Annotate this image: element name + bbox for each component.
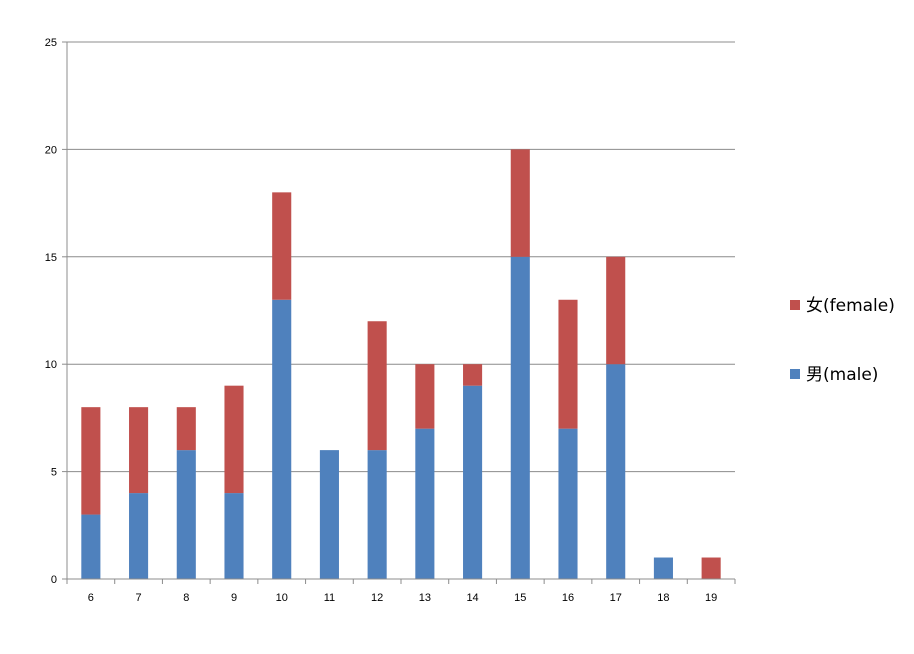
bar-13-female [415,364,435,429]
axes [62,41,736,584]
x-tick-label: 11 [324,592,335,604]
legend-swatch-female [790,300,800,310]
bar-12-female [367,321,387,451]
bar-8-male [176,450,196,579]
x-tick-label: 7 [136,592,142,604]
x-tick-label: 18 [657,592,669,604]
x-tick-labels: 6 7 8 9 10 11 12 13 14 15 16 17 18 19 [88,592,717,604]
bar-16-female [558,299,578,429]
legend-label-male: 男(male) [806,365,878,385]
bar-9-female [224,385,244,494]
bar-7-female [129,407,149,494]
x-tick-label: 9 [231,592,237,604]
x-tick-label: 16 [562,592,574,604]
x-tick-label: 13 [419,592,431,604]
legend-swatch-male [790,369,800,379]
y-tick-labels: 0 5 10 15 20 25 [45,37,57,586]
bar-7-male [129,493,149,579]
x-tick-label: 14 [466,592,478,604]
bar-19-female [701,557,721,579]
bar-14-male [463,385,483,579]
bar-8-female [176,407,196,451]
bar-15-female [510,149,530,257]
y-tick-label: 0 [51,574,57,586]
bar-15-male [510,256,530,579]
x-tick-label: 6 [88,592,94,604]
y-tick-label: 15 [45,252,57,264]
x-tick-label: 19 [705,592,717,604]
bar-17-male [606,364,626,579]
bars [81,149,721,579]
bar-10-female [272,192,292,300]
y-tick-label: 20 [45,144,57,156]
y-tick-label: 5 [51,467,57,479]
x-tick-label: 8 [183,592,189,604]
x-tick-label: 15 [514,592,526,604]
gridlines [67,41,735,473]
x-tick-label: 17 [610,592,622,604]
bar-11-male [319,450,339,579]
bar-14-female [463,364,483,386]
legend-label-female: 女(female) [806,296,895,316]
bar-10-male [272,299,292,579]
bar-17-female [606,256,626,365]
bar-18-male [653,557,673,579]
bar-13-male [415,428,435,579]
legend: 女(female) 男(male) [790,296,895,385]
y-tick-label: 10 [45,359,57,371]
x-tick-label: 10 [276,592,288,604]
bar-12-male [367,450,387,579]
y-tick-label: 25 [45,37,57,49]
bar-16-male [558,428,578,579]
bar-6-female [81,407,101,515]
x-tick-label: 12 [371,592,383,604]
bar-9-male [224,493,244,579]
bar-6-male [81,514,101,579]
